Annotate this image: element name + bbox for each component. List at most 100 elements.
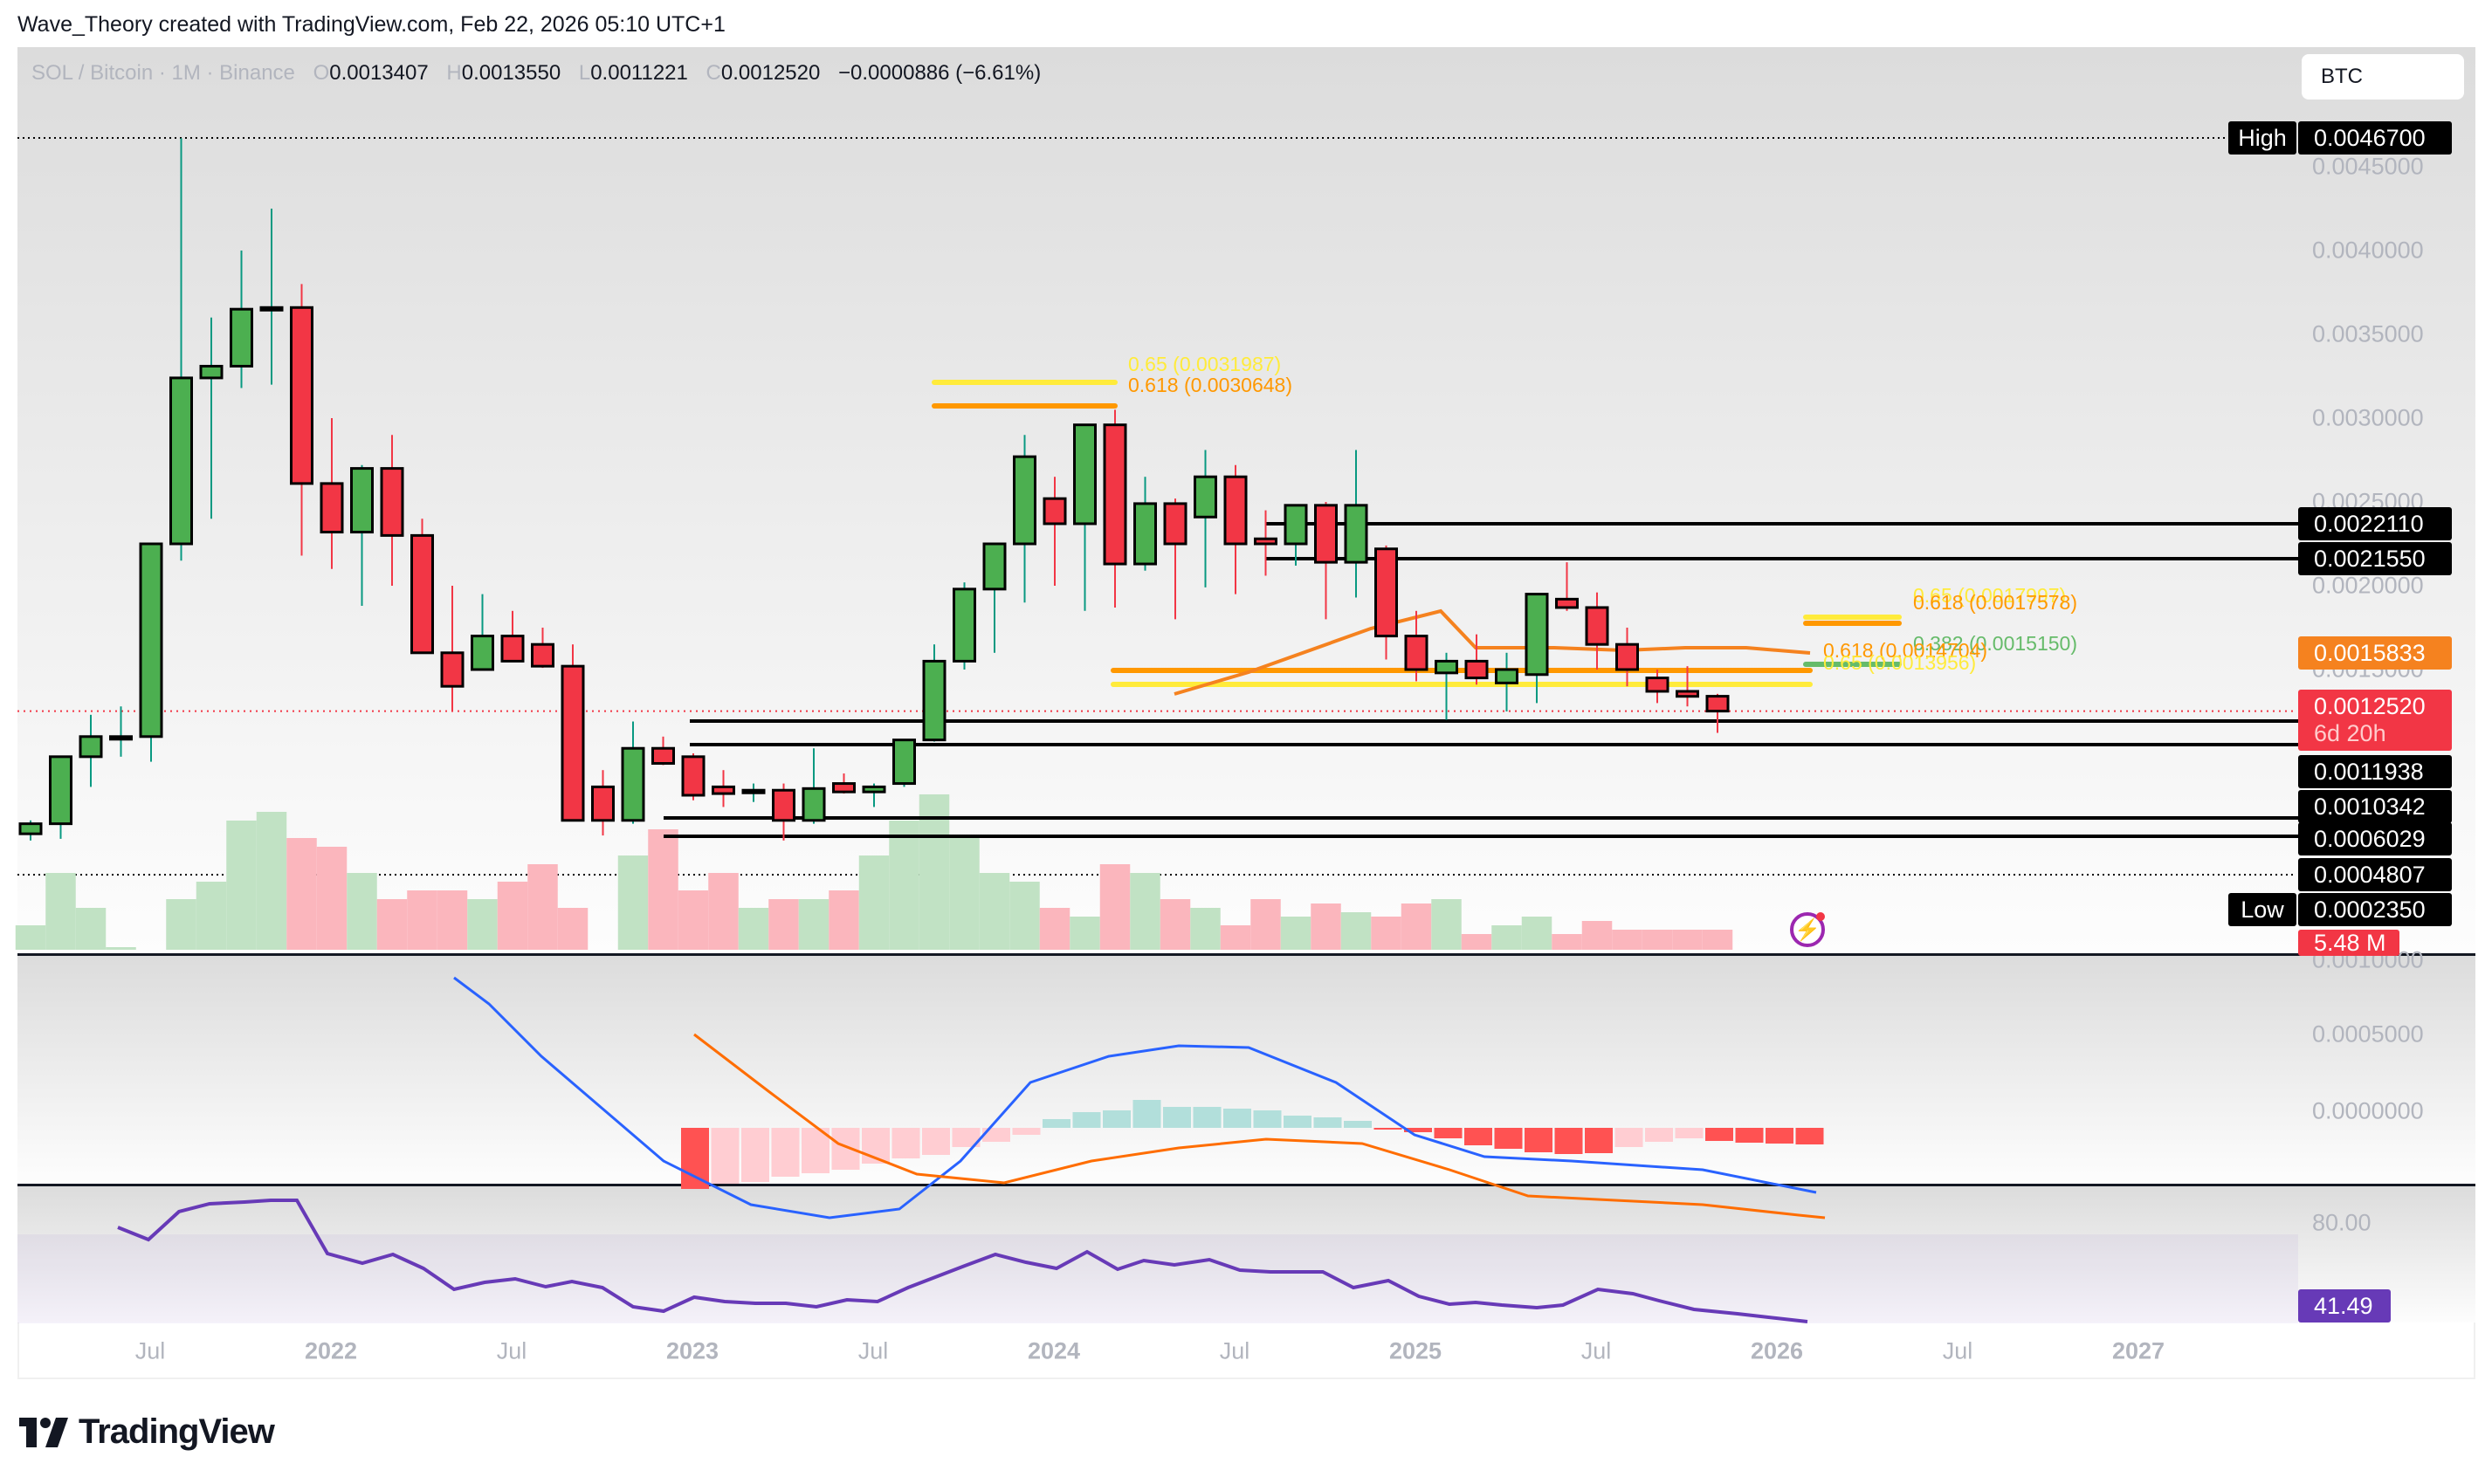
macd-pane[interactable] [17, 953, 2475, 1184]
fib-label: 0.65 (0.0013956) [1823, 651, 1977, 674]
candle-body [230, 307, 253, 368]
time-tick: Jul [1219, 1337, 1250, 1364]
volume-bar [15, 925, 46, 950]
tradingview-logo-icon [19, 1417, 68, 1447]
last-price-tag: 0.0012520 6d 20h [2298, 690, 2452, 751]
macd-histogram-bar [1766, 1128, 1793, 1144]
currency-button[interactable]: BTC [2302, 54, 2464, 100]
candle-body [169, 376, 193, 546]
candle-body [1705, 695, 1730, 713]
macd-histogram-bar [1494, 1128, 1523, 1149]
last-price-value: 0.0012520 [2314, 693, 2426, 719]
volume-bar [226, 821, 257, 950]
volume-bar [467, 899, 498, 950]
volume-bar [1371, 917, 1401, 950]
macd-histogram-bar [952, 1128, 981, 1147]
volume-bar [1672, 930, 1703, 950]
candle-body [1103, 423, 1127, 566]
volume-bar [648, 829, 678, 950]
rsi-tick: 80.00 [2312, 1209, 2372, 1236]
volume-bar [1070, 917, 1100, 950]
macd-histogram-bar [1675, 1128, 1704, 1138]
low-label: L [578, 61, 591, 85]
macd-histogram-bar [1585, 1128, 1613, 1153]
candle-body [440, 651, 465, 688]
macd-histogram-bar [1313, 1117, 1342, 1128]
macd-histogram-bar [1132, 1100, 1161, 1128]
candle-body [531, 642, 554, 668]
price-tick: 0.0030000 [2312, 404, 2424, 431]
macd-histogram-bar [982, 1128, 1010, 1142]
change-value: −0.0000886 (−6.61%) [838, 61, 1042, 85]
candle-body [1163, 502, 1187, 546]
high-tag-label: High [2228, 121, 2296, 155]
candle-body [712, 785, 735, 795]
volume-bar [1491, 925, 1522, 950]
volume-bar [1130, 873, 1160, 950]
time-tick: Jul [496, 1337, 527, 1364]
volume-bar [1099, 864, 1131, 950]
level-tag: 0.0011938 [2298, 755, 2452, 788]
candle-body [1013, 455, 1036, 546]
volume-bar [497, 882, 528, 950]
candle-body [1194, 475, 1217, 519]
candle-body [139, 542, 163, 739]
candle-body [109, 735, 133, 741]
volume-bar [1160, 899, 1191, 950]
price-tick: 0.0035000 [2312, 320, 2424, 347]
volume-bar [768, 899, 799, 950]
candle-body [1284, 504, 1308, 546]
candle-body [832, 782, 856, 794]
macd-histogram-bar [1253, 1110, 1282, 1128]
candle-body [892, 739, 916, 786]
candle-body [259, 306, 284, 312]
volume-bar [1039, 908, 1070, 950]
macd-histogram-bar [1043, 1119, 1070, 1128]
candle-body [79, 735, 103, 759]
time-tick: Jul [857, 1337, 889, 1364]
time-tick: 2022 [304, 1337, 358, 1364]
macd-histogram-bar [741, 1128, 769, 1182]
fib-label: 0.618 (0.0030648) [1128, 374, 1292, 396]
price-tick: 0.0040000 [2312, 237, 2424, 264]
macd-histogram-bar [1163, 1107, 1191, 1128]
volume-bar [557, 908, 589, 950]
volume-bar [617, 855, 649, 950]
macd-histogram-bar [1705, 1128, 1733, 1141]
macd-histogram-bar [1795, 1128, 1824, 1144]
level-tag: 0.0006029 [2298, 822, 2452, 855]
alert-bolt-icon[interactable]: ⚡ [1790, 912, 1825, 947]
macd-histogram-bar [1012, 1128, 1041, 1135]
candle-body [18, 822, 43, 835]
alert-dot-icon [1816, 912, 1825, 921]
symbol-name[interactable]: SOL / Bitcoin · 1M · Binance [31, 61, 295, 85]
ema-line [1174, 608, 1811, 696]
low-value: 0.0011221 [590, 61, 688, 85]
price-tick: 0.0020000 [2312, 572, 2424, 599]
candle-body [1344, 504, 1368, 564]
macd-line [453, 976, 1817, 1219]
volume-bar [347, 873, 377, 950]
candle-body [982, 542, 1007, 591]
macd-histogram-bar [1193, 1107, 1222, 1128]
candle-body [1314, 504, 1338, 564]
candle-body [621, 746, 645, 822]
tradingview-logo[interactable]: TradingView [19, 1412, 275, 1452]
candle-body [350, 467, 374, 534]
volume-bar [1431, 899, 1462, 950]
volume-bar [949, 838, 980, 950]
candle-body [1495, 668, 1518, 684]
candle-body [1676, 690, 1699, 698]
volume-bar [1311, 903, 1341, 950]
volume-bar [1220, 925, 1251, 950]
volume-bar [1581, 921, 1613, 950]
level-tag: 0.0021550 [2298, 542, 2452, 575]
volume-bar [1190, 908, 1221, 950]
volume-bar [678, 890, 709, 950]
price-tick: 0.0045000 [2312, 153, 2424, 180]
level-tag: 0.0010342 [2298, 790, 2452, 823]
attribution-text: Wave_Theory created with TradingView.com… [17, 12, 726, 37]
volume-bar [919, 794, 950, 950]
rsi-pane[interactable] [17, 1184, 2475, 1323]
